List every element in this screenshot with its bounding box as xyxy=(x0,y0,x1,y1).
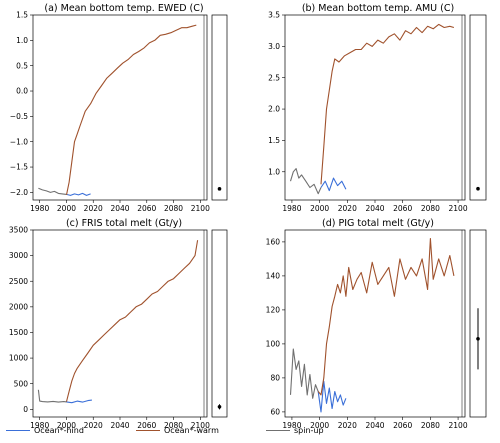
x-tick-label: 1980 xyxy=(30,204,49,213)
y-tick-label: −2.0 xyxy=(10,188,28,197)
side-point xyxy=(217,187,222,191)
y-tick-label: 2.5 xyxy=(268,73,280,82)
x-tick-label: 2100 xyxy=(449,421,468,430)
y-tick-label: 1000 xyxy=(9,354,28,363)
x-tick-label: 2040 xyxy=(110,204,129,213)
series-line-warm xyxy=(320,23,455,185)
y-tick-label: 100 xyxy=(266,340,281,349)
legend-swatch-warm xyxy=(136,430,160,431)
legend-swatch-hind xyxy=(6,430,30,431)
x-tick-label: 2060 xyxy=(393,204,412,213)
panel-0: (a) Mean bottom temp. EWED (C) 1980 2000 20… xyxy=(10,3,228,213)
x-tick-label: 2000 xyxy=(57,421,76,430)
x-tick-label: 2080 xyxy=(164,421,183,430)
y-tick-label: 3500 xyxy=(9,226,28,235)
y-tick-label: −0.5 xyxy=(10,112,28,121)
plot-frame xyxy=(32,229,208,418)
series-line-hind xyxy=(66,192,91,196)
y-tick-label: 1500 xyxy=(9,328,28,337)
x-tick-label: 2020 xyxy=(338,421,357,430)
panel-title: (a) Mean bottom temp. EWED (C) xyxy=(44,3,203,14)
y-tick-label: 500 xyxy=(14,379,29,388)
legend: Ocean*-hind Ocean*-warm spin-up xyxy=(0,426,500,442)
y-tick-label: 120 xyxy=(266,306,281,315)
x-tick-label: 2100 xyxy=(191,421,210,430)
legend-label-hind: Ocean*-hind xyxy=(34,426,84,435)
x-tick-label: 2020 xyxy=(84,421,103,430)
legend-item-hind: Ocean*-hind xyxy=(6,426,84,435)
side-frame xyxy=(469,229,487,418)
side-frame xyxy=(211,14,228,201)
y-tick-label: 60 xyxy=(270,408,280,417)
y-tick-label: 2000 xyxy=(9,302,28,311)
side-point xyxy=(476,337,480,341)
y-tick-label: 3000 xyxy=(9,251,28,260)
y-tick-label: 3.5 xyxy=(268,11,280,20)
series-line-spin xyxy=(289,348,319,399)
legend-swatch-spin xyxy=(266,430,290,431)
x-tick-label: 2100 xyxy=(449,204,468,213)
y-tick-label: −1.0 xyxy=(10,137,28,146)
x-tick-label: 1980 xyxy=(282,421,301,430)
x-tick-label: 1980 xyxy=(30,421,49,430)
y-tick-label: 80 xyxy=(270,374,280,383)
series-line-warm xyxy=(65,24,197,196)
panel-3: (d) PIG total melt (Gt/y) 1980 2000 2020 204… xyxy=(266,218,487,430)
side-frame xyxy=(211,229,228,418)
series-line-hind xyxy=(66,399,92,404)
y-tick-label: 0.0 xyxy=(16,87,28,96)
y-tick-label: 160 xyxy=(266,238,281,247)
panel-2: (c) FRIS total melt (Gt/y) 1980 2000 2020 20… xyxy=(9,218,228,430)
x-tick-label: 2080 xyxy=(421,204,440,213)
x-tick-label: 2000 xyxy=(57,204,76,213)
x-tick-label: 2060 xyxy=(137,421,156,430)
series-line-warm xyxy=(317,237,455,396)
series-line-spin xyxy=(38,187,67,195)
x-tick-label: 2040 xyxy=(365,421,384,430)
x-tick-label: 2080 xyxy=(421,421,440,430)
y-tick-label: 1.0 xyxy=(16,36,28,45)
panel-title: (c) FRIS total melt (Gt/y) xyxy=(66,218,182,229)
x-tick-label: 2040 xyxy=(365,204,384,213)
x-tick-label: 2020 xyxy=(338,204,357,213)
side-point xyxy=(217,404,222,409)
legend-label-warm: Ocean*-warm xyxy=(164,426,219,435)
series-line-hind xyxy=(320,177,347,192)
x-tick-label: 2080 xyxy=(164,204,183,213)
x-tick-label: 2000 xyxy=(310,204,329,213)
y-tick-label: 0.5 xyxy=(16,61,28,70)
y-tick-label: 1.5 xyxy=(268,136,280,145)
series-line-spin xyxy=(289,168,322,195)
series-line-hind xyxy=(317,380,347,413)
y-tick-label: 1.0 xyxy=(268,167,280,176)
y-tick-label: 2.0 xyxy=(268,105,280,114)
panel-title: (b) Mean bottom temp. AMU (C) xyxy=(302,3,454,14)
x-tick-label: 2040 xyxy=(110,421,129,430)
legend-item-spin: spin-up xyxy=(266,426,324,435)
legend-item-warm: Ocean*-warm xyxy=(136,426,219,435)
legend-label-spin: spin-up xyxy=(294,426,324,435)
panel-title: (d) PIG total melt (Gt/y) xyxy=(322,218,434,229)
x-tick-label: 1980 xyxy=(282,204,301,213)
plot-frame xyxy=(32,14,208,201)
series-line-warm xyxy=(65,240,199,402)
y-tick-label: 2500 xyxy=(9,277,28,286)
y-tick-label: 0 xyxy=(23,405,28,414)
y-tick-label: 1.5 xyxy=(16,11,28,20)
x-tick-label: 2060 xyxy=(137,204,156,213)
side-frame xyxy=(469,14,487,201)
panel-1: (b) Mean bottom temp. AMU (C) 1980 2000 202… xyxy=(268,3,487,213)
y-tick-label: 140 xyxy=(266,272,281,281)
y-tick-label: −1.5 xyxy=(10,163,28,172)
x-tick-label: 2020 xyxy=(84,204,103,213)
series-line-spin xyxy=(37,389,67,403)
side-point xyxy=(476,186,480,191)
x-tick-label: 2100 xyxy=(191,204,210,213)
x-tick-label: 2000 xyxy=(310,421,329,430)
x-tick-label: 2060 xyxy=(393,421,412,430)
y-tick-label: 3.0 xyxy=(268,42,280,51)
